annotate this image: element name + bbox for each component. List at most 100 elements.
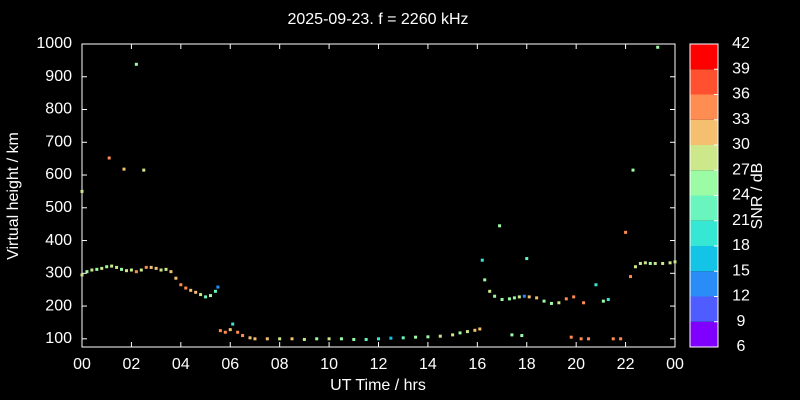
y-tick-label: 700 [45,133,72,150]
data-point [144,265,148,269]
x-tick-label: 02 [123,356,141,373]
data-point [199,293,203,297]
colorbar-tick-label: 12 [732,288,750,305]
data-point [95,267,99,271]
data-point [611,337,615,341]
data-point [564,297,568,301]
data-point [500,298,504,302]
data-point [115,265,119,269]
colorbar-band [690,94,718,120]
x-tick-label: 12 [370,356,388,373]
data-point [122,167,126,171]
colorbar-band [690,296,718,322]
data-point [624,230,628,234]
data-point [218,329,222,333]
data-point [458,331,462,335]
data-point [129,268,133,272]
data-point [426,335,430,339]
data-point [483,278,487,282]
x-tick-label: 18 [518,356,536,373]
data-point [248,336,252,340]
colorbar-band [690,69,718,95]
data-point [451,333,455,337]
data-point [208,294,212,298]
data-point [80,273,84,277]
data-point [661,261,665,265]
data-point [290,337,294,341]
data-point [124,269,128,273]
data-point [90,268,94,272]
y-tick-label: 600 [45,166,72,183]
x-tick-label: 04 [172,356,190,373]
data-point [594,283,598,287]
colorbar-tick-label: 42 [732,35,750,52]
data-point [606,298,610,302]
data-point [352,337,356,341]
y-tick-label: 100 [45,330,72,347]
colorbar-band [690,321,718,347]
colorbar-band [690,220,718,246]
x-tick-label: 14 [419,356,437,373]
data-point [569,335,573,339]
data-point [164,267,168,271]
colorbar-tick-label: 36 [732,86,750,103]
data-point [525,257,529,261]
x-tick-label: 20 [567,356,585,373]
colorbar-tick-label: 30 [732,136,750,153]
data-point [493,294,497,298]
data-point [480,258,484,262]
colorbar-tick-label: 15 [732,262,750,279]
data-point [465,330,469,334]
colorbar-band [690,145,718,171]
colorbar-band [690,44,718,70]
data-point [510,333,514,337]
data-point [339,337,343,341]
data-point [265,337,269,341]
data-point [557,301,561,305]
colorbar-tick-label: 6 [737,338,746,355]
data-point [520,334,524,338]
data-point [110,264,114,268]
x-tick-label: 22 [617,356,635,373]
data-point [194,290,198,294]
data-point [488,289,492,293]
data-point [154,266,158,270]
data-point [231,322,235,326]
data-point [364,337,368,341]
data-point [120,267,124,271]
data-point [216,285,220,289]
data-point [327,337,331,341]
data-point [189,288,193,292]
data-point [100,266,104,270]
colorbar-band [690,195,718,221]
data-point [656,45,660,49]
y-tick-label: 800 [45,101,72,118]
data-point [105,265,109,269]
y-tick-label: 200 [45,297,72,314]
data-point [213,289,217,293]
y-tick-label: 300 [45,265,72,282]
data-point [549,301,553,305]
data-point [478,327,482,331]
colorbar-band [690,170,718,196]
y-tick-label: 900 [45,68,72,85]
data-point [253,337,257,341]
y-tick-label: 1000 [36,35,72,52]
chart-title: 2025-09-23. f = 2260 kHz [287,11,468,28]
data-point [633,265,637,269]
data-point [315,337,319,341]
data-point [498,224,502,228]
data-point [414,335,418,339]
x-tick-label: 08 [271,356,289,373]
x-tick-label: 00 [666,356,684,373]
y-tick-label: 400 [45,232,72,249]
x-tick-label: 10 [320,356,338,373]
data-point [473,328,477,332]
data-point [673,260,677,264]
data-point [134,62,138,66]
data-point [228,328,232,332]
data-point [184,286,188,290]
data-point [527,295,531,299]
data-point [401,336,405,340]
data-point [582,301,586,305]
